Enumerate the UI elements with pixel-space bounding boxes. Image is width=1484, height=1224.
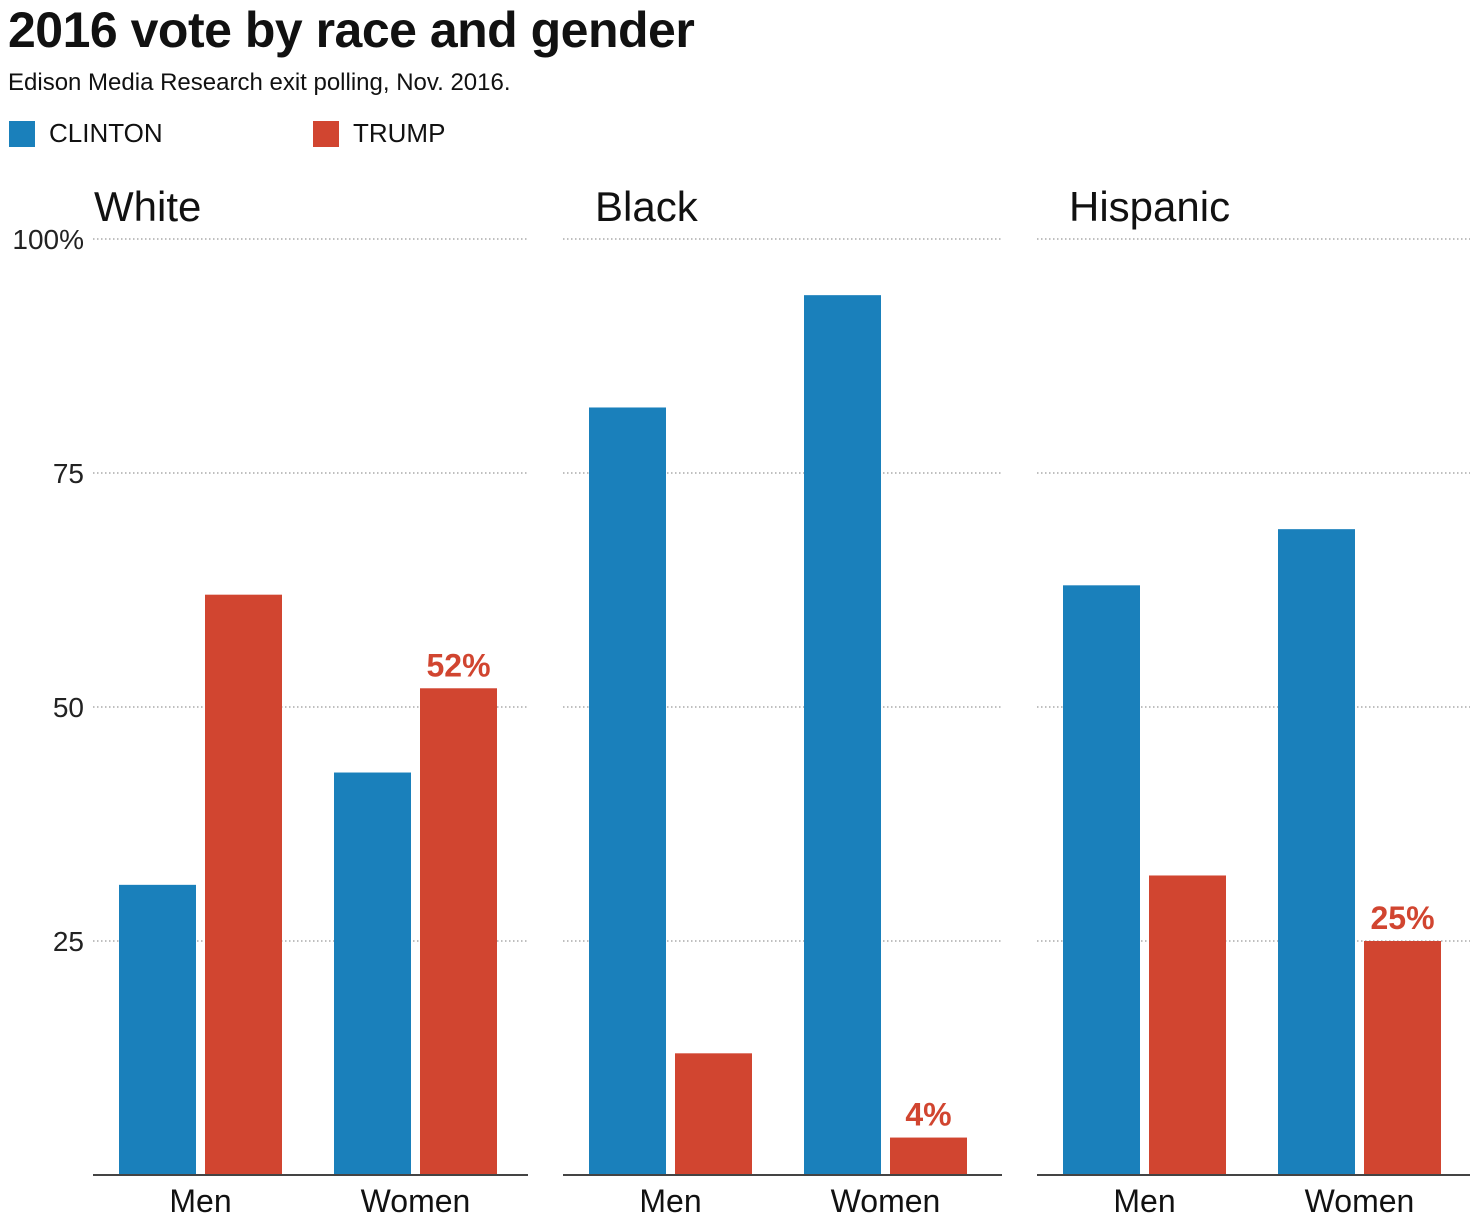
category-label: Women <box>831 1183 941 1219</box>
legend-label-trump: TRUMP <box>353 118 446 148</box>
panel-title-black: Black <box>595 183 699 230</box>
category-label: Women <box>1305 1183 1415 1219</box>
category-label: Men <box>169 1183 231 1219</box>
category-label: Men <box>1113 1183 1175 1219</box>
legend-label-clinton: CLINTON <box>49 118 163 148</box>
legend-swatch-clinton <box>9 120 35 147</box>
bar-white-women-clinton <box>334 772 411 1175</box>
y-tick-label: 75 <box>53 458 84 489</box>
data-label: 4% <box>905 1097 951 1133</box>
legend-swatch-trump <box>313 120 339 147</box>
chart-title: 2016 vote by race and gender <box>8 2 695 58</box>
chart-subtitle: Edison Media Research exit polling, Nov.… <box>8 69 511 96</box>
bar-white-men-clinton <box>119 884 196 1175</box>
bar-black-women-clinton <box>804 295 881 1175</box>
legend-item-trump: TRUMP <box>313 118 445 149</box>
bar-hispanic-women-trump <box>1364 941 1441 1175</box>
bar-white-men-trump <box>205 594 282 1175</box>
bar-black-women-trump <box>890 1137 967 1175</box>
bar-white-women-trump <box>420 688 497 1175</box>
panel-title-white: White <box>94 183 201 230</box>
y-tick-label: 50 <box>53 692 84 723</box>
panel-title-hispanic: Hispanic <box>1069 183 1230 230</box>
bar-hispanic-women-clinton <box>1278 529 1355 1175</box>
y-tick-label: 100% <box>12 224 84 255</box>
bar-hispanic-men-trump <box>1149 875 1226 1175</box>
data-label: 25% <box>1370 900 1434 936</box>
data-label: 52% <box>426 647 490 683</box>
category-label: Men <box>639 1183 701 1219</box>
y-tick-label: 25 <box>53 926 84 957</box>
bar-black-men-trump <box>675 1053 752 1175</box>
bar-black-men-clinton <box>589 407 666 1176</box>
legend-item-clinton: CLINTON <box>9 118 163 149</box>
bar-hispanic-men-clinton <box>1063 585 1140 1175</box>
category-label: Women <box>361 1183 471 1219</box>
